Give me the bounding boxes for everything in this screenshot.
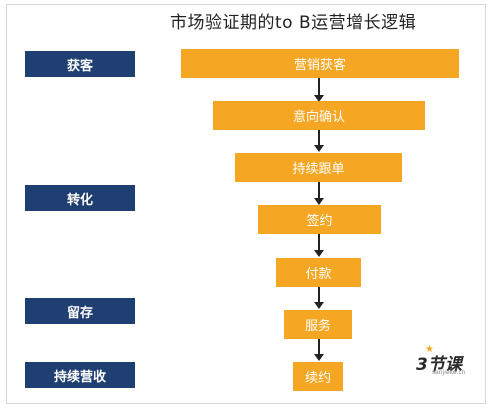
stage-label-recurring-revenue: 持续营收: [25, 362, 135, 388]
funnel-step-continuous-follow-up: 持续跟单: [235, 153, 402, 182]
star-icon: ★: [425, 344, 434, 355]
connector-line: [318, 127, 320, 145]
stage-label-conversion: 转化: [25, 185, 135, 211]
arrow-down-icon: [314, 302, 324, 309]
arrow-down-icon: [314, 145, 324, 152]
connector-line: [318, 285, 320, 302]
funnel-step-payment: 付款: [276, 258, 361, 287]
stage-label-retention: 留存: [25, 298, 135, 324]
connector-line: [318, 233, 320, 250]
funnel-step-marketing-acquisition: 营销获客: [181, 49, 459, 78]
arrow-down-icon: [314, 250, 324, 257]
diagram-title: 市场验证期的to B运营增长逻辑: [170, 13, 417, 33]
arrow-down-icon: [314, 198, 324, 205]
funnel-step-signing: 签约: [258, 205, 381, 234]
funnel-step-service: 服务: [284, 310, 352, 339]
arrow-down-icon: [314, 354, 324, 361]
connector-line: [318, 77, 320, 97]
funnel-step-renewal: 续约: [293, 362, 343, 391]
arrow-down-icon: [314, 95, 324, 102]
stage-label-acquisition: 获客: [25, 51, 135, 77]
logo-subtext: sanjieke.cn: [432, 369, 466, 376]
logo-text: 3节课: [416, 355, 462, 375]
connector-line: [318, 180, 320, 198]
funnel-step-intent-confirmation: 意向确认: [213, 101, 425, 130]
connector-line: [318, 338, 320, 354]
brand-logo: ★ 3节课 sanjieke.cn: [416, 344, 486, 380]
